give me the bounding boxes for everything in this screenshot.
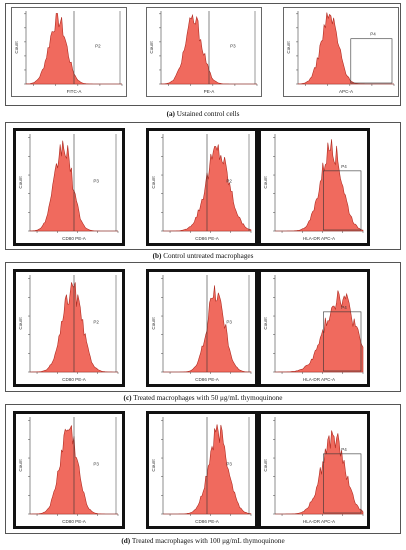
histogram-plot: P4 HLA-DR APC-A Count (263, 134, 364, 241)
caption-c: (c) Treated macrophages with 50 μg/mL th… (0, 394, 406, 402)
x-axis-label: PE-A (204, 89, 216, 94)
histogram-c-3: P4 HLA-DR APC-A Count (258, 269, 370, 387)
gate-label: P2 (95, 44, 101, 49)
caption-b-letter: (b) (152, 252, 162, 260)
x-axis-label: APC-A (339, 89, 354, 94)
gate-label: P2 (93, 320, 99, 325)
y-axis-label: Count (263, 317, 268, 330)
x-axis-label: CD80 PE-A (62, 236, 87, 241)
y-axis-label: Count (263, 459, 268, 472)
histogram-plot: P3 CD86 PE-A Count (151, 417, 252, 524)
gate-label: P3 (226, 462, 232, 467)
gate-box (323, 453, 362, 514)
histogram-plot: P3 PE-A Count (149, 11, 258, 94)
gate-label: P2 (226, 179, 232, 184)
gate-label: P4 (341, 164, 347, 169)
x-axis-label: CD86 PE-A (195, 519, 220, 524)
x-axis-label: HLA-DR APC-A (303, 519, 336, 524)
gate-box (323, 170, 362, 231)
histogram-area (275, 430, 364, 515)
y-axis-label: Count (151, 459, 156, 472)
y-axis-label: Count (18, 459, 23, 472)
y-axis-label: Count (149, 41, 154, 54)
histogram-plot: P2 FITC-A Count (14, 11, 123, 94)
gate-label: P4 (370, 32, 376, 37)
gate-label: P3 (93, 179, 99, 184)
caption-d-text: Treated macrophages with 100 μg/mL thymo… (131, 537, 285, 545)
histogram-d-1: P3 CD80 PE-A Count (13, 411, 125, 529)
histogram-b-3: P4 HLA-DR APC-A Count (258, 128, 370, 246)
y-axis-label: Count (263, 176, 268, 189)
histogram-plot: P3 CD80 PE-A Count (18, 134, 119, 241)
gate-label: P3 (230, 44, 236, 49)
x-axis-label: CD86 PE-A (195, 236, 220, 241)
y-axis-label: Count (151, 317, 156, 330)
histogram-d-2: P3 CD86 PE-A Count (146, 411, 258, 529)
gate-box (350, 38, 393, 84)
histogram-area (274, 290, 364, 373)
histogram-area (163, 424, 252, 515)
gate-label: P4 (341, 305, 347, 310)
caption-a-letter: (a) (166, 110, 175, 118)
y-axis-label: Count (14, 41, 19, 54)
histogram-b-2: P2 CD86 PE-A Count (146, 128, 258, 246)
y-axis-label: Count (151, 176, 156, 189)
x-axis-label: FITC-A (67, 89, 83, 94)
histogram-plot: P3 CD86 PE-A Count (151, 275, 252, 382)
caption-a-text: Ustained control cells (176, 110, 240, 118)
caption-b: (b) Control untreated macrophages (0, 252, 406, 260)
histogram-plot: P4 HLA-DR APC-A Count (263, 275, 364, 382)
caption-c-text: Treated macrophages with 50 μg/mL thymoq… (133, 394, 283, 402)
gate-label: P3 (226, 320, 232, 325)
histogram-a-1: P2 FITC-A Count (11, 7, 127, 97)
caption-b-text: Control untreated macrophages (163, 252, 254, 260)
histogram-c-2: P3 CD86 PE-A Count (146, 269, 258, 387)
histogram-plot: P2 CD86 PE-A Count (151, 134, 252, 241)
caption-c-letter: (c) (123, 394, 132, 402)
y-axis-label: Count (18, 176, 23, 189)
x-axis-label: CD80 PE-A (62, 519, 87, 524)
histogram-b-1: P3 CD80 PE-A Count (13, 128, 125, 246)
x-axis-label: CD80 PE-A (62, 377, 87, 382)
x-axis-label: HLA-DR APC-A (303, 236, 336, 241)
histogram-plot: P4 HLA-DR APC-A Count (263, 417, 364, 524)
y-axis-label: Count (286, 41, 291, 54)
histogram-plot: P4 APC-A Count (286, 11, 395, 94)
histogram-area (275, 139, 364, 232)
caption-d: (d) Treated macrophages with 100 μg/mL t… (0, 537, 406, 545)
caption-a: (a) Ustained control cells (0, 110, 406, 118)
x-axis-label: CD86 PE-A (195, 377, 220, 382)
x-axis-label: HLA-DR APC-A (303, 377, 336, 382)
histogram-a-3: P4 APC-A Count (283, 7, 399, 97)
histogram-area (163, 285, 252, 373)
axis-lines (297, 11, 394, 85)
caption-d-letter: (d) (121, 537, 131, 545)
histogram-plot: P2 CD80 PE-A Count (18, 275, 119, 382)
histogram-plot: P3 CD80 PE-A Count (18, 417, 119, 524)
gate-box (323, 311, 362, 372)
gate-label: P3 (93, 462, 99, 467)
histogram-area (297, 12, 394, 85)
y-axis-label: Count (18, 317, 23, 330)
gate-label: P4 (341, 447, 347, 452)
histogram-a-2: P3 PE-A Count (146, 7, 262, 97)
histogram-c-1: P2 CD80 PE-A Count (13, 269, 125, 387)
histogram-d-3: P4 HLA-DR APC-A Count (258, 411, 370, 529)
